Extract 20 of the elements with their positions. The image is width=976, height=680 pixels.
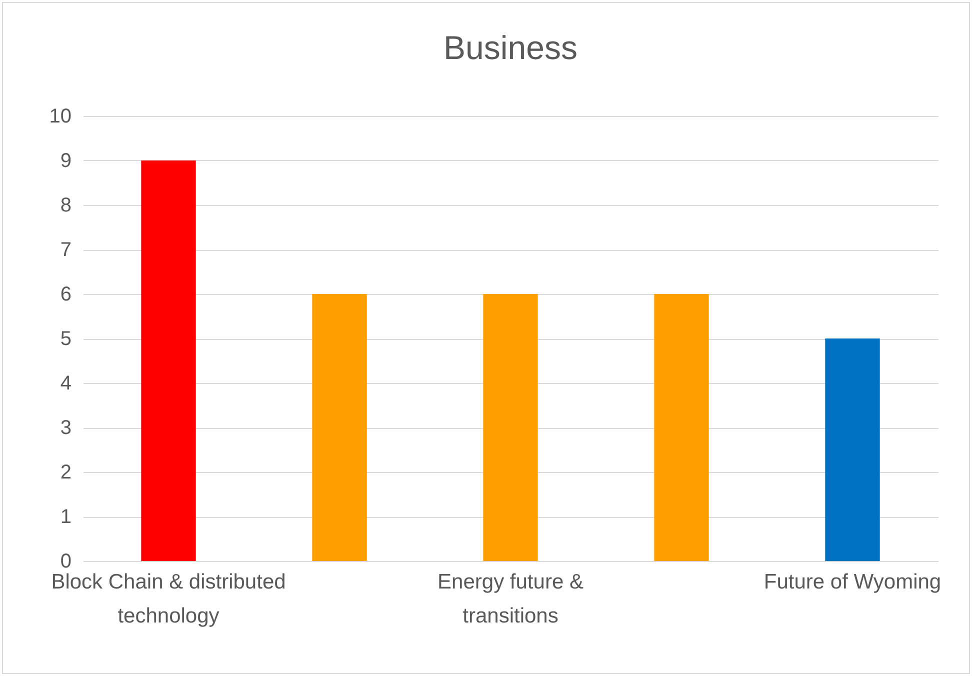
y-tick-label: 1 xyxy=(60,506,72,528)
bar xyxy=(141,160,196,561)
x-tick-label: Future of Wyoming xyxy=(764,570,942,594)
bar xyxy=(825,338,880,561)
x-tick-label: Energy future & transitions xyxy=(438,570,584,628)
y-tick-label: 3 xyxy=(60,417,72,439)
chart-title: Business xyxy=(444,29,578,66)
y-tick-label: 8 xyxy=(60,194,72,216)
y-tick-label: 5 xyxy=(60,328,72,350)
y-tick-label: 0 xyxy=(60,550,72,572)
y-tick-label: 7 xyxy=(60,239,72,261)
y-tick-label: 4 xyxy=(60,372,72,394)
bar xyxy=(483,294,538,561)
y-tick-label: 9 xyxy=(60,150,72,172)
y-tick-label: 10 xyxy=(49,106,72,128)
y-tick-label: 6 xyxy=(60,284,72,306)
bar xyxy=(654,294,709,561)
y-tick-label: 2 xyxy=(60,462,72,484)
x-tick-label: Block Chain & distributed technology xyxy=(51,570,286,628)
bar xyxy=(312,294,367,561)
